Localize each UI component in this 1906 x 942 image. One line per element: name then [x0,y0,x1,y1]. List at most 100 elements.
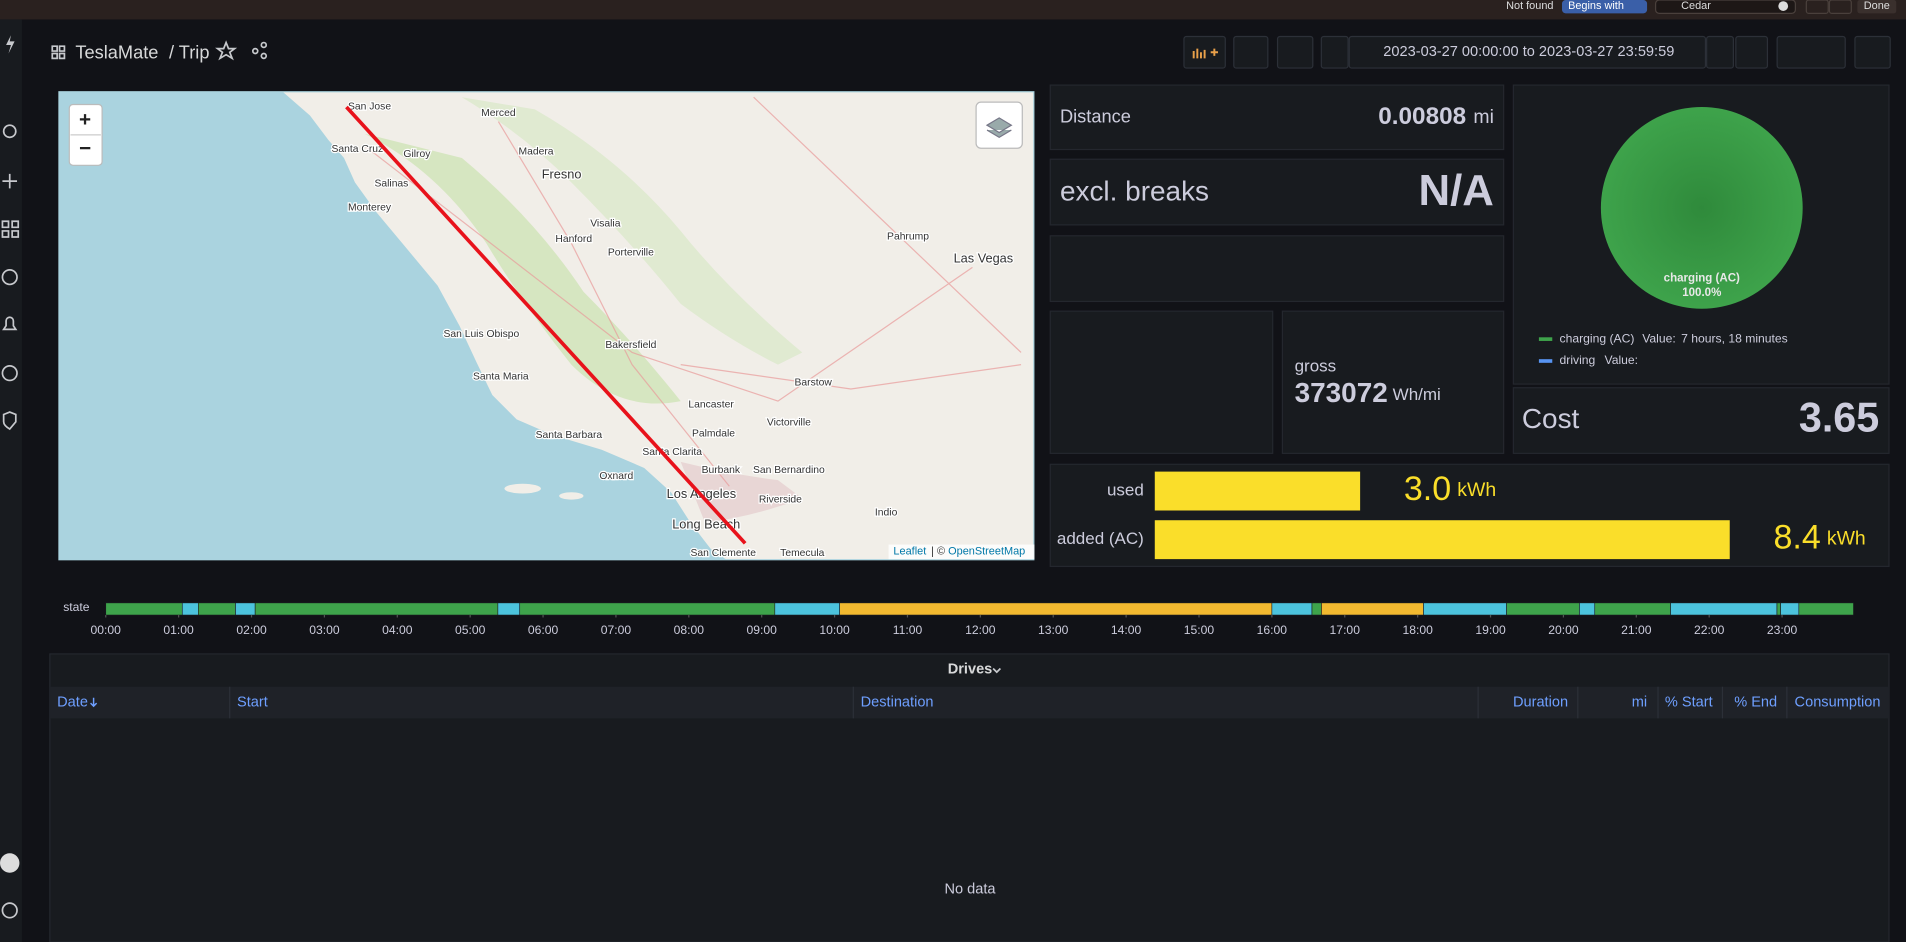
column-header[interactable]: mi [1632,694,1647,710]
state-segment [1780,602,1800,616]
search-icon[interactable] [2,124,17,139]
x-tick-label: 21:00 [1621,623,1652,637]
x-tick-label: 12:00 [965,623,996,637]
city-label: Santa Barbara [536,430,603,441]
state-segment [1670,602,1778,616]
column-header[interactable]: Start [237,694,268,710]
time-back-button[interactable] [1320,35,1349,69]
layers-icon [985,117,1013,139]
city-label: Visalia [590,218,620,229]
legend-label: charging (AC) [1560,331,1635,345]
zoom-in[interactable]: + [79,108,91,131]
zoom-out-button[interactable] [1735,35,1769,69]
dashboards-icon[interactable] [1,220,20,238]
trip-route [345,105,747,545]
save-button[interactable] [1233,35,1269,69]
admin-icon[interactable] [2,411,17,431]
create-icon[interactable] [2,173,18,189]
x-tick-label: 20:00 [1548,623,1579,637]
time-forward-button[interactable] [1706,35,1734,69]
column-header[interactable]: Duration [1513,694,1568,710]
state-segment [839,602,1273,616]
value: 8.4 [1774,519,1821,557]
x-tick-label: 18:00 [1402,623,1433,637]
x-tick-label: 17:00 [1330,623,1361,637]
done-button[interactable] [1857,0,1897,14]
search-text: Cedar [1681,0,1711,12]
city-label: Palmdale [692,429,735,440]
zoom-out[interactable]: − [79,137,91,160]
x-tick-label: 00:00 [91,623,122,637]
column-header[interactable]: Date [57,694,88,710]
done-label: Done [1864,0,1890,12]
stat-label: gross [1295,357,1337,376]
state-segment [1776,602,1781,616]
column-header[interactable]: Destination [861,694,934,710]
column-header[interactable]: % Start [1665,694,1713,710]
clear-search[interactable] [1778,1,1789,11]
excl-breaks-panel [1049,158,1505,226]
dashboard-title: / Trip [169,41,210,62]
state-segment [1506,602,1580,616]
user-avatar[interactable] [0,853,20,873]
time-picker[interactable] [1348,35,1707,69]
map-hills [461,97,803,365]
settings-button[interactable] [1276,35,1314,69]
city-label: Santa Clarita [642,447,702,458]
explore-icon[interactable] [1,268,18,286]
x-tick-label: 06:00 [528,623,559,637]
city-label: Temecula [780,548,824,559]
city-label: Hanford [555,234,592,245]
bar-label: used [1107,481,1144,500]
city-label: Monterey [348,203,392,214]
city-label: San Luis Obispo [443,329,519,340]
x-tick-label: 11:00 [893,623,923,637]
attribution-link[interactable]: OpenStreetMap [948,546,1025,558]
search-box[interactable] [1654,0,1796,14]
attribution-link[interactable]: Leaflet [893,546,926,558]
bar-value: 8.4 kWh [1774,519,1866,557]
state-segment [519,602,776,616]
state-segment [1321,602,1424,616]
state-segment [1271,602,1313,616]
help-icon[interactable] [1,902,18,919]
city-label: Pahrump [887,232,929,243]
city-label: San Jose [348,102,391,113]
next-match[interactable] [1828,0,1852,14]
legend-value-prefix: Value: [1642,331,1676,345]
state-segment [1311,602,1322,616]
state-segment [1423,602,1507,616]
chevron [992,667,1002,674]
city-label: Bakersfield [605,340,656,351]
city-label: Porterville [608,248,654,259]
tv-mode-button[interactable] [1854,35,1891,69]
prev-match[interactable] [1805,0,1829,14]
state-segment [1798,602,1854,616]
value: 373072 [1295,377,1388,408]
column-header[interactable]: Consumption [1795,694,1881,710]
add-panel-icon [1192,48,1218,59]
attribution-box [888,544,1035,560]
x-tick-label: 01:00 [163,623,194,637]
x-tick-label: 22:00 [1694,623,1725,637]
row-label: state [63,600,90,614]
star-icon[interactable] [215,40,238,61]
column-header[interactable]: % End [1734,694,1777,710]
logo[interactable] [6,35,15,54]
share-icon[interactable] [251,41,268,60]
map-island [504,483,541,494]
city-label: Burbank [702,465,741,476]
bar-label: added (AC) [1057,529,1144,548]
distance-panel [1049,84,1505,151]
alerting-icon[interactable] [2,316,18,331]
city-label: Merced [481,108,516,119]
refresh-button[interactable] [1776,35,1846,69]
match-mode-select[interactable] [1561,0,1648,14]
x-tick-label: 05:00 [455,623,486,637]
pie-value-label: 100.0% [1682,287,1721,299]
dashboards-menu-icon[interactable] [51,45,66,60]
stat-value: 3.65 [1799,394,1879,440]
config-icon[interactable] [1,365,18,382]
time-range: 2023-03-27 00:00:00 to 2023-03-27 23:59:… [1383,44,1674,60]
